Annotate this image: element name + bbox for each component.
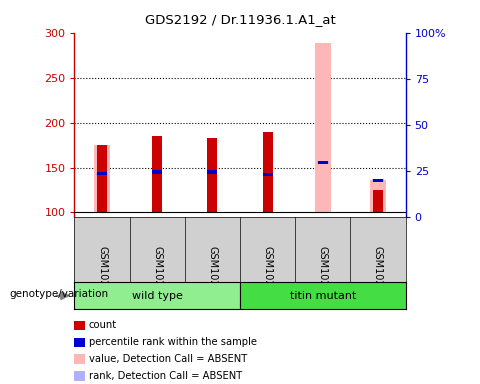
- Bar: [315, 43, 331, 212]
- Bar: [96, 173, 108, 176]
- Text: wild type: wild type: [132, 291, 182, 301]
- Text: rank, Detection Call = ABSENT: rank, Detection Call = ABSENT: [89, 371, 242, 381]
- Bar: [370, 180, 386, 212]
- Text: count: count: [89, 320, 117, 330]
- Text: GSM102665: GSM102665: [263, 247, 273, 305]
- Text: GDS2192 / Dr.11936.1.A1_at: GDS2192 / Dr.11936.1.A1_at: [144, 13, 336, 26]
- Text: percentile rank within the sample: percentile rank within the sample: [89, 337, 257, 347]
- Bar: [372, 179, 384, 182]
- Text: value, Detection Call = ABSENT: value, Detection Call = ABSENT: [89, 354, 247, 364]
- Text: GSM102671: GSM102671: [152, 247, 162, 305]
- Bar: [94, 145, 110, 212]
- Bar: [207, 170, 217, 174]
- Text: titin mutant: titin mutant: [289, 291, 356, 301]
- Bar: [373, 179, 383, 182]
- Text: GSM102666: GSM102666: [318, 247, 328, 305]
- Bar: [318, 161, 328, 164]
- Text: genotype/variation: genotype/variation: [10, 289, 109, 299]
- Text: GSM102667: GSM102667: [373, 247, 383, 305]
- Bar: [97, 172, 107, 175]
- Bar: [373, 190, 383, 212]
- Bar: [263, 132, 273, 212]
- Bar: [97, 145, 107, 212]
- Text: GSM102669: GSM102669: [97, 247, 107, 305]
- Text: GSM102674: GSM102674: [207, 247, 217, 305]
- Bar: [317, 161, 329, 164]
- Bar: [240, 282, 406, 309]
- Bar: [263, 173, 273, 176]
- Bar: [152, 136, 162, 212]
- Bar: [74, 282, 240, 309]
- Bar: [207, 138, 217, 212]
- Bar: [152, 170, 162, 174]
